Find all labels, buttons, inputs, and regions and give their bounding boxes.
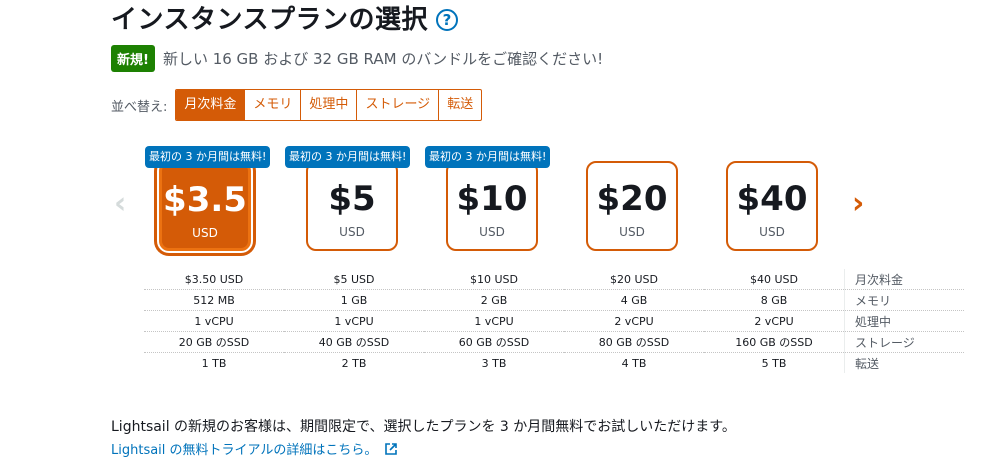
new-badge: 新規! [111, 45, 155, 72]
page-title: インスタンスプランの選択 [111, 5, 428, 35]
plan-currency: USD [192, 226, 218, 240]
spec-cell: $20 USD [564, 269, 704, 290]
sort-option-memory[interactable]: メモリ [244, 90, 300, 120]
spec-cell: $40 USD [704, 269, 845, 290]
spec-cell: 1 vCPU [424, 310, 564, 332]
table-row: 512 MB 1 GB 2 GB 4 GB 8 GB メモリ [144, 289, 964, 311]
spec-cell: 4 TB [621, 356, 647, 370]
spec-cell: 1 vCPU [144, 310, 284, 332]
table-row: $3.50 USD $5 USD $10 USD $20 USD $40 USD… [144, 269, 964, 290]
promo-badge: 最初の 3 か月間は無料! [425, 146, 551, 168]
sort-row: 並べ替え: 月次料金 メモリ 処理中 ストレージ 転送 [111, 89, 483, 121]
plan-price: $40 [736, 179, 808, 219]
free-trial-text: Lightsail の新規のお客様は、期間限定で、選択したプランを 3 か月間無… [111, 419, 736, 435]
plan-price: $5 [328, 179, 376, 219]
spec-cell: $5 USD [284, 269, 424, 290]
spec-cell: 1 TB [201, 356, 227, 370]
sort-option-processing[interactable]: 処理中 [300, 90, 356, 120]
spec-cell: 1 GB [284, 289, 424, 311]
plan-card-40[interactable]: $40 USD [726, 161, 818, 251]
table-row: 1 vCPU 1 vCPU 1 vCPU 2 vCPU 2 vCPU 処理中 [144, 310, 964, 332]
spec-cell: 8 GB [704, 289, 845, 311]
new-bundles-notice: 新規! 新しい 16 GB および 32 GB RAM のバンドルをご確認くださ… [111, 45, 603, 72]
spec-row-label: 月次料金 [844, 269, 964, 290]
sort-segmented-control: 月次料金 メモリ 処理中 ストレージ 転送 [175, 89, 483, 121]
sort-option-storage[interactable]: ストレージ [356, 90, 438, 120]
spec-cell: 60 GB のSSD [424, 331, 564, 353]
spec-row-label: メモリ [844, 289, 964, 311]
spec-cell: 2 TB [341, 356, 367, 370]
spec-cell: 2 vCPU [704, 310, 845, 332]
spec-cell: 1 vCPU [284, 310, 424, 332]
plan-currency: USD [339, 225, 365, 239]
spec-cell: $10 USD [424, 269, 564, 290]
sort-option-monthly-price[interactable]: 月次料金 [176, 90, 245, 120]
plan-spec-table: $3.50 USD $5 USD $10 USD $20 USD $40 USD… [144, 269, 964, 373]
spec-cell: 4 GB [564, 289, 704, 311]
plan-price: $10 [456, 179, 528, 219]
spec-cell: 512 MB [144, 289, 284, 311]
spec-cell: 2 vCPU [564, 310, 704, 332]
spec-cell: 40 GB のSSD [284, 331, 424, 353]
help-icon[interactable]: ? [435, 9, 458, 31]
spec-row-label: ストレージ [844, 331, 964, 353]
spec-cell: 80 GB のSSD [564, 331, 704, 353]
plan-card-3-5[interactable]: $3.5 USD [159, 161, 251, 251]
plan-price: $20 [596, 179, 668, 219]
table-row: 20 GB のSSD 40 GB のSSD 60 GB のSSD 80 GB の… [144, 331, 964, 353]
page-header: インスタンスプランの選択 ? [111, 2, 458, 38]
free-trial-link-label[interactable]: Lightsail の無料トライアルの詳細はこちら。 [111, 443, 378, 458]
plan-price: $3.5 [163, 180, 247, 220]
plan-card-5[interactable]: $5 USD [306, 161, 398, 251]
spec-cell: 160 GB のSSD [704, 331, 845, 353]
sort-label: 並べ替え: [111, 99, 168, 115]
spec-cell: 2 GB [424, 289, 564, 311]
sort-option-transfer[interactable]: 転送 [438, 90, 481, 120]
spec-row-label: 処理中 [844, 310, 964, 332]
spec-cell: 20 GB のSSD [144, 331, 284, 353]
promo-badge: 最初の 3 か月間は無料! [145, 146, 271, 168]
spec-cell: 5 TB [761, 356, 787, 370]
plan-currency: USD [479, 225, 505, 239]
promo-badge: 最初の 3 か月間は無料! [285, 146, 411, 168]
spec-row-label: 転送 [844, 352, 964, 373]
spec-cell: 3 TB [481, 356, 507, 370]
chevron-left-icon[interactable]: ‹ [114, 186, 127, 221]
plan-card-10[interactable]: $10 USD [446, 161, 538, 251]
plan-currency: USD [619, 225, 645, 239]
external-link-icon [385, 442, 398, 455]
new-bundles-text: 新しい 16 GB および 32 GB RAM のバンドルをご確認ください! [162, 50, 604, 68]
plan-card-20[interactable]: $20 USD [586, 161, 678, 251]
table-row: 1 TB 2 TB 3 TB 4 TB 5 TB 転送 [144, 352, 964, 373]
chevron-right-icon[interactable]: › [852, 186, 865, 221]
plan-currency: USD [759, 225, 785, 239]
spec-cell: $3.50 USD [144, 269, 284, 290]
free-trial-link[interactable]: Lightsail の無料トライアルの詳細はこちら。 [111, 439, 398, 458]
